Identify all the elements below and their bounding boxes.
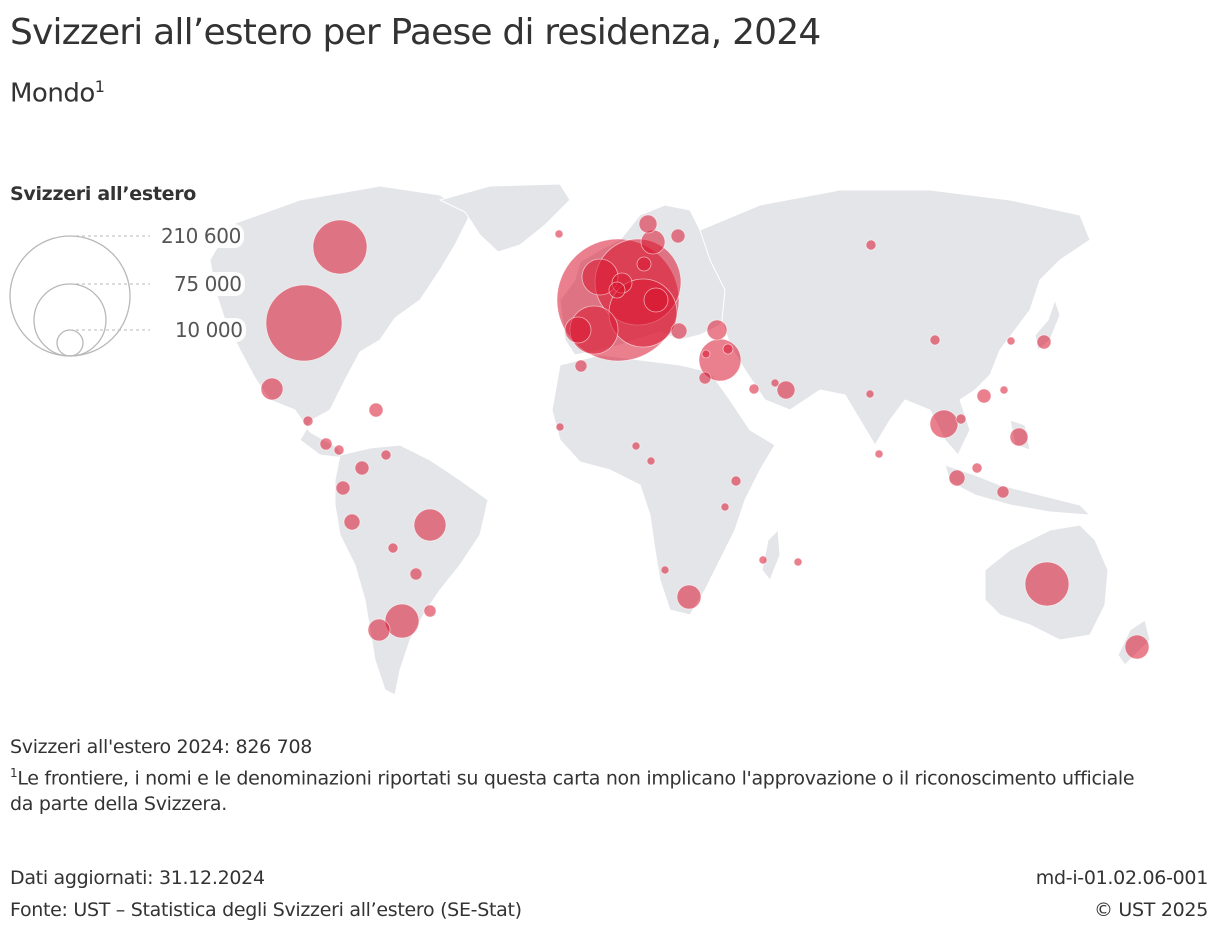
bubble [758, 555, 768, 565]
bubble [948, 469, 966, 487]
bubble [608, 281, 626, 299]
bubble [367, 618, 391, 642]
bubble [555, 422, 565, 432]
bubble [260, 377, 284, 401]
footnote-mark: 1 [10, 766, 18, 780]
bubble [874, 449, 884, 459]
bubble [380, 449, 392, 461]
legend-circle [9, 235, 131, 357]
legend-circle [33, 283, 107, 357]
bubble [384, 603, 420, 639]
notes: Svizzeri all'estero 2024: 826 708 1Le fr… [10, 734, 1160, 817]
bubble [1024, 561, 1070, 607]
bubble [638, 214, 658, 234]
land-indonesia [944, 464, 1092, 516]
bubble [646, 456, 656, 466]
bubble [1006, 336, 1016, 346]
bubble [720, 502, 730, 512]
bubble [1009, 427, 1029, 447]
bubble [748, 383, 760, 395]
bubble [312, 219, 368, 275]
data-updated: Dati aggiornati: 31.12.2024 [10, 867, 265, 889]
data-source: Fonte: UST – Statistica degli Svizzeri a… [10, 899, 522, 921]
bubble [413, 508, 447, 542]
subtitle-text: Mondo [10, 78, 95, 109]
footer-left: Dati aggiornati: 31.12.2024 Fonte: UST –… [10, 862, 522, 926]
bubble [640, 229, 666, 255]
bubble [955, 413, 967, 425]
bubble [865, 389, 875, 399]
bubble [333, 444, 345, 456]
bubble [343, 513, 361, 531]
bubble [302, 415, 314, 427]
bubble [670, 228, 686, 244]
legend-label-large: 210 600 [158, 224, 244, 248]
bubble [698, 371, 712, 385]
bubble [670, 322, 688, 340]
legend-label-small: 10 000 [172, 318, 246, 342]
bubble [1124, 634, 1150, 660]
bubble [564, 316, 592, 344]
bubble [354, 460, 370, 476]
bubble [770, 378, 780, 388]
bubble [676, 584, 702, 610]
total-note: Svizzeri all'estero 2024: 826 708 [10, 736, 313, 758]
bubble [368, 402, 384, 418]
land-africa [551, 354, 776, 616]
bubble [423, 604, 437, 618]
bubble [971, 462, 983, 474]
footnote-text: Le frontiere, i nomi e le denominazioni … [10, 767, 1135, 816]
land-asia [699, 189, 1091, 456]
bubble [996, 485, 1010, 499]
bubble [999, 385, 1009, 395]
legend-label-medium: 75 000 [171, 272, 245, 296]
page-subtitle: Mondo1 [10, 77, 105, 109]
bubble [660, 565, 670, 575]
bubble [335, 480, 351, 496]
page-title: Svizzeri all’estero per Paese di residen… [10, 12, 821, 53]
bubble [631, 441, 641, 451]
map-code: md-i-01.02.06-001 [1035, 867, 1209, 889]
bubble [865, 239, 877, 251]
bubble [265, 284, 343, 362]
bubble [730, 475, 742, 487]
land-madagascar [761, 528, 781, 581]
bubble [929, 409, 959, 439]
bubble [636, 256, 652, 272]
legend-title: Svizzeri all’estero [10, 183, 197, 205]
footnote-mark: 1 [94, 77, 105, 96]
bubble [929, 334, 941, 346]
bubble [1036, 334, 1052, 350]
bubble [409, 567, 423, 581]
bubble [701, 349, 711, 359]
bubble [554, 229, 564, 239]
copyright: © UST 2025 [1093, 899, 1208, 921]
bubble-layer [260, 214, 1150, 660]
bubble [976, 388, 992, 404]
footnote: 1Le frontiere, i nomi e le denominazioni… [10, 760, 1160, 817]
bubble [793, 557, 803, 567]
bubble [574, 359, 588, 373]
bubble [319, 437, 333, 451]
bubble [706, 319, 728, 341]
legend-circle [56, 329, 84, 357]
bubble [776, 380, 796, 400]
bubble [643, 287, 669, 313]
bubble [387, 542, 399, 554]
land-greenland [438, 183, 571, 253]
world-map [0, 170, 1220, 710]
map-svg [9, 183, 1151, 696]
size-legend [9, 235, 150, 357]
bubble [722, 343, 734, 355]
footer-right: md-i-01.02.06-001 © UST 2025 [1035, 862, 1209, 926]
